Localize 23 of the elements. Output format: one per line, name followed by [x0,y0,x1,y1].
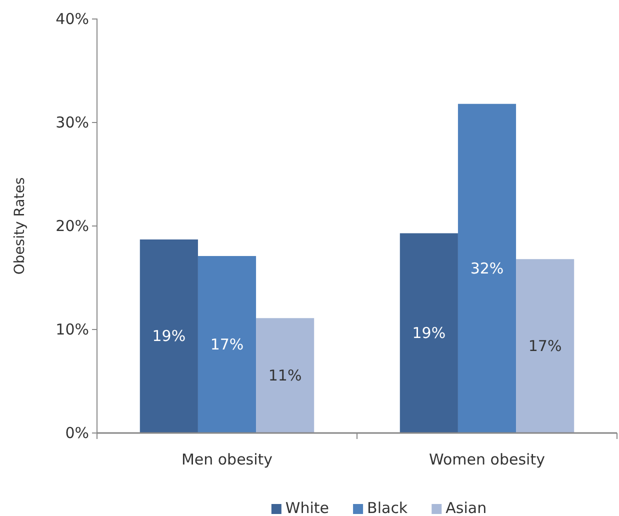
legend-label: Black [367,499,408,516]
data-label: 19% [412,324,446,342]
bar [400,233,458,433]
bar [198,256,256,433]
data-label: 19% [152,327,186,346]
y-axis-title: Obesity Rates [12,177,28,275]
legend-label: White [285,499,330,516]
bar [516,259,574,433]
bar [140,239,198,433]
data-label: 17% [210,336,244,354]
data-label: 11% [268,366,302,385]
x-tick-label: Women obesity [429,450,546,468]
y-tick-label: 0% [65,424,89,442]
data-label: 17% [528,337,562,356]
x-tick-label: Men obesity [181,450,273,468]
y-tick-label: 10% [56,320,89,338]
y-tick-label: 20% [56,216,89,235]
y-tick-label: 40% [56,10,89,28]
legend-label: Asian [446,499,487,516]
bar [256,318,314,433]
data-label: 32% [470,259,504,278]
y-tick-label: 30% [56,113,89,132]
bar [458,104,516,433]
